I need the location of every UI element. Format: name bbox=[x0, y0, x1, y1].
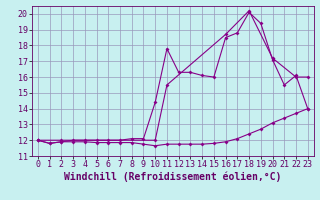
X-axis label: Windchill (Refroidissement éolien,°C): Windchill (Refroidissement éolien,°C) bbox=[64, 172, 282, 182]
